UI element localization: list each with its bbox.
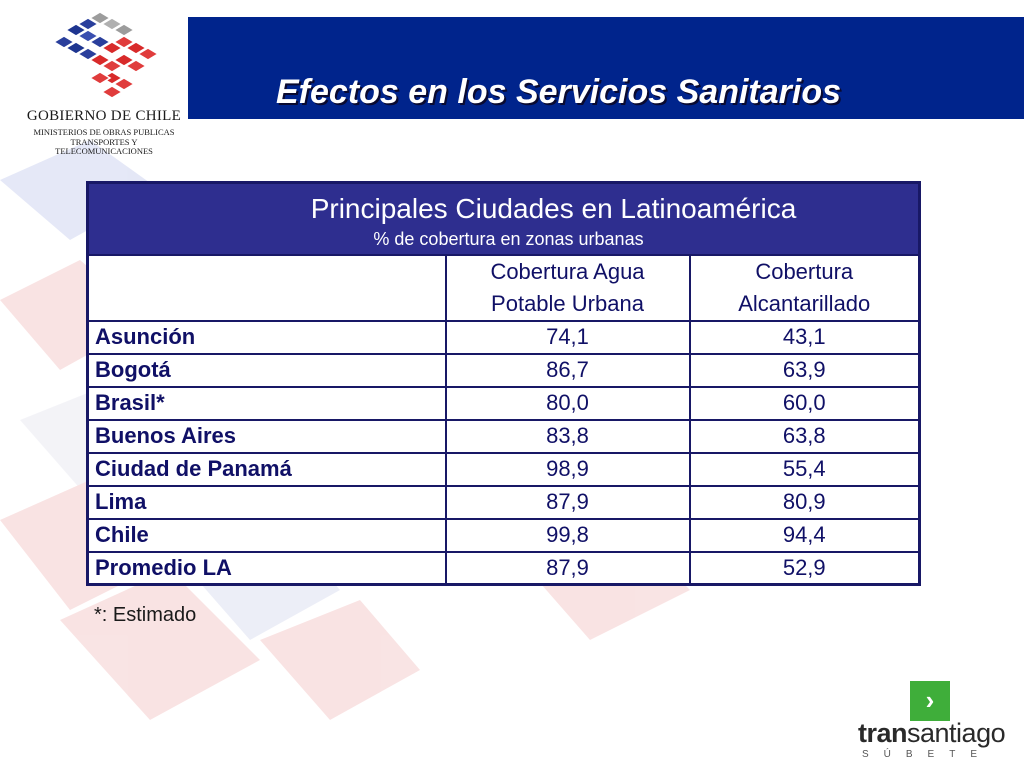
page-title: Efectos en los Servicios Sanitarios (276, 73, 842, 111)
logo-subtitle: MINISTERIOS DE OBRAS PUBLICAS TRANSPORTE… (14, 127, 194, 157)
chevron-right-icon: › (925, 685, 935, 715)
header-alcantarillado: Cobertura Alcantarillado (688, 253, 921, 322)
city-cell: Bogotá (86, 352, 447, 388)
city-cell: Asunción (86, 319, 447, 355)
alcantarillado-cell: 52,9 (688, 550, 921, 586)
brand-name-bold: tran (858, 718, 908, 748)
table-header-row: Cobertura Agua Potable Urbana Cobertura … (86, 253, 921, 322)
agua-cell: 87,9 (444, 550, 691, 586)
coverage-table-container: Principales Ciudades en Latinoamérica % … (86, 181, 922, 586)
city-cell: Buenos Aires (86, 418, 447, 454)
alcantarillado-cell: 43,1 (688, 319, 921, 355)
table-row: Bogotá 86,7 63,9 (86, 352, 921, 388)
transantiago-logo: transantiago SÚBETE (858, 718, 1008, 762)
city-cell: Chile (86, 517, 447, 553)
table-caption: Principales Ciudades en Latinoamérica % … (86, 181, 921, 256)
coverage-table: Principales Ciudades en Latinoamérica % … (86, 181, 921, 586)
gobierno-logo: GOBIERNO DE CHILE MINISTERIOS DE OBRAS P… (14, 12, 194, 162)
brand-tagline: SÚBETE (862, 749, 993, 760)
header-alcantarillado-line-2: Alcantarillado (738, 290, 871, 316)
header-agua-line-2: Potable Urbana (491, 290, 644, 316)
header-agua: Cobertura Agua Potable Urbana (444, 253, 691, 322)
city-cell: Lima (86, 484, 447, 520)
header-agua-line-1: Cobertura Agua (490, 258, 645, 284)
agua-cell: 83,8 (444, 418, 691, 454)
brand-name: transantiago (858, 718, 1008, 748)
table-row: Chile 99,8 94,4 (86, 517, 921, 553)
agua-cell: 74,1 (444, 319, 691, 355)
footnote: *: Estimado (94, 604, 197, 626)
header-alcantarillado-line-1: Cobertura (755, 258, 854, 284)
table-caption-row: Principales Ciudades en Latinoamérica % … (86, 181, 921, 256)
logo-subtitle-line-2: TRANSPORTES Y (70, 136, 138, 147)
agua-cell: 99,8 (444, 517, 691, 553)
city-cell: Promedio LA (86, 550, 447, 586)
alcantarillado-cell: 60,0 (688, 385, 921, 421)
logo-subtitle-line-3: TELECOMUNICACIONES (55, 146, 153, 156)
table-row: Ciudad de Panamá 98,9 55,4 (86, 451, 921, 487)
alcantarillado-cell: 63,9 (688, 352, 921, 388)
city-cell: Ciudad de Panamá (86, 451, 447, 487)
alcantarillado-cell: 63,8 (688, 418, 921, 454)
table-row: Buenos Aires 83,8 63,8 (86, 418, 921, 454)
gobierno-logo-icon (52, 12, 160, 99)
agua-cell: 80,0 (444, 385, 691, 421)
logo-subtitle-line-1: MINISTERIOS DE OBRAS PUBLICAS (33, 127, 175, 137)
brand-name-rest: santiago (907, 718, 1006, 748)
table-row: Lima 87,9 80,9 (86, 484, 921, 520)
agua-cell: 98,9 (444, 451, 691, 487)
header-city-empty (86, 253, 447, 322)
alcantarillado-cell: 94,4 (688, 517, 921, 553)
table-row: Promedio LA 87,9 52,9 (86, 550, 921, 586)
table-subtitle: % de cobertura en zonas urbanas (373, 228, 644, 249)
logo-title: GOBIERNO DE CHILE (26, 108, 182, 124)
alcantarillado-cell: 80,9 (688, 484, 921, 520)
table-row: Asunción 74,1 43,1 (86, 319, 921, 355)
table-row: Brasil* 80,0 60,0 (86, 385, 921, 421)
header-bar: Efectos en los Servicios Sanitarios (188, 17, 1024, 119)
next-slide-button[interactable]: › (910, 681, 950, 721)
alcantarillado-cell: 55,4 (688, 451, 921, 487)
agua-cell: 86,7 (444, 352, 691, 388)
table-title: Principales Ciudades en Latinoamérica (310, 192, 797, 224)
city-cell: Brasil* (86, 385, 447, 421)
agua-cell: 87,9 (444, 484, 691, 520)
